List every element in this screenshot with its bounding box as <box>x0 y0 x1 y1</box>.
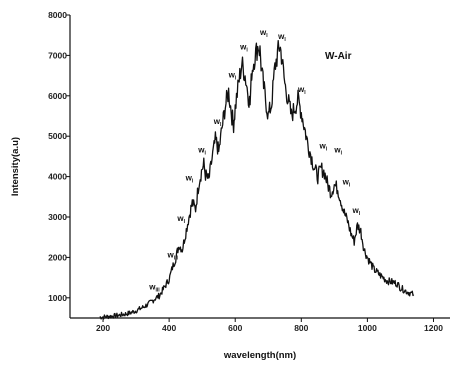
peak-annotation: wI <box>352 206 361 217</box>
peak-annotation: wI <box>176 214 185 225</box>
peak-annotation: wIII <box>166 250 178 261</box>
peak-annotation: wI <box>318 141 327 152</box>
y-tick-label: 1000 <box>48 293 67 303</box>
x-tick-label: 1200 <box>424 323 443 333</box>
peak-annotation: wI <box>239 42 248 53</box>
peak-annotation: wI <box>333 145 342 156</box>
peak-annotation: wI <box>185 174 194 185</box>
peak-annotation: wI <box>197 145 206 156</box>
x-ticks: 200 400 600 800 1000 1200 <box>96 318 443 333</box>
y-tick-label: 2000 <box>48 252 67 262</box>
y-tick-label: 7000 <box>48 50 67 60</box>
peak-annotation: wI <box>342 178 351 189</box>
x-tick-label: 800 <box>294 323 308 333</box>
peak-annotation: wI <box>228 71 237 82</box>
y-tick-label: 8000 <box>48 10 67 20</box>
peak-annotation: wI <box>297 85 306 96</box>
peak-annotation: wI <box>277 32 286 43</box>
y-tick-label: 4000 <box>48 172 67 182</box>
legend-label: W-Air <box>325 51 352 62</box>
peak-annotation: wIII <box>148 283 160 294</box>
peak-annotation: wI <box>259 28 268 39</box>
peak-annotation: wI <box>213 117 222 128</box>
y-ticks: 1000 2000 3000 4000 5000 6000 7000 8000 <box>48 10 70 303</box>
x-tick-label: 1000 <box>358 323 377 333</box>
y-axis-title: Intensity(a.u) <box>10 137 21 196</box>
y-tick-label: 3000 <box>48 212 67 222</box>
peak-annotations: wIII wIII wI wI wI wI wI wI wI wI wI wI wI wI wI <box>148 28 360 294</box>
series-line-w-air <box>99 39 415 320</box>
x-tick-label: 400 <box>162 323 176 333</box>
x-tick-label: 200 <box>96 323 110 333</box>
x-tick-label: 600 <box>228 323 242 333</box>
y-tick-label: 6000 <box>48 91 67 101</box>
axes <box>69 15 450 319</box>
x-axis-title: wavelength(nm) <box>223 350 296 361</box>
y-tick-label: 5000 <box>48 131 67 141</box>
